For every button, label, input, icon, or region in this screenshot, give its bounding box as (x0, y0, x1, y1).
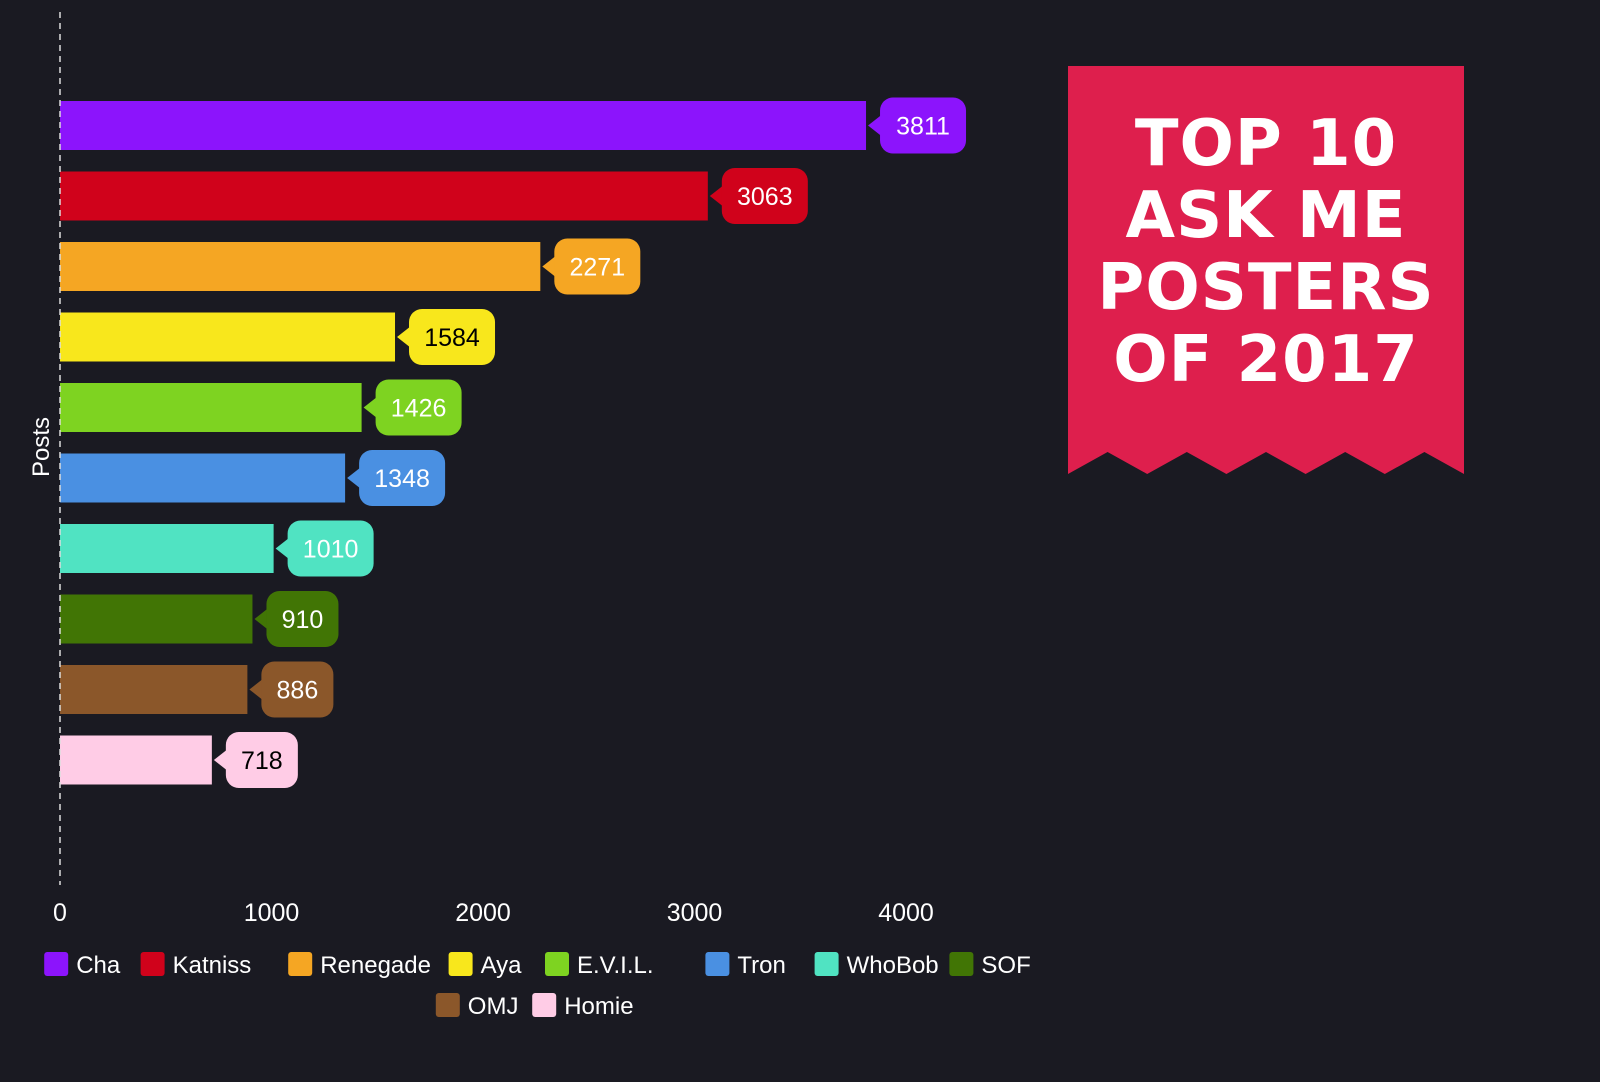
x-tick-label: 3000 (667, 899, 723, 927)
legend-label: SOF (981, 952, 1030, 979)
banner-background (1068, 66, 1464, 474)
legend-label: Tron (737, 952, 785, 979)
bar-evil (60, 383, 362, 432)
legend-label: Homie (564, 993, 633, 1020)
data-label-pointer (868, 114, 883, 137)
legend-item[interactable]: Tron (705, 952, 786, 979)
data-label-bubble (880, 97, 967, 154)
legend-swatch (288, 952, 313, 976)
data-label-pointer (275, 537, 290, 560)
banner-title-line: POSTERS (1097, 251, 1434, 325)
bar-omj (60, 665, 248, 714)
data-label: 1010 (275, 520, 374, 577)
data-label-bubble (409, 309, 496, 365)
banner-title-line: TOP 10 (1135, 107, 1397, 181)
legend-swatch (814, 952, 839, 976)
data-label: 3811 (868, 97, 967, 154)
legend-label: Aya (481, 952, 523, 979)
data-label-text: 3063 (737, 183, 793, 211)
data-label-bubble (225, 732, 298, 788)
x-tick-label: 1000 (244, 899, 300, 927)
data-label-text: 2271 (570, 254, 626, 282)
legend-swatch (949, 952, 974, 976)
legend-swatch (705, 952, 730, 976)
legend-label: OMJ (468, 993, 519, 1020)
data-label: 718 (213, 732, 298, 788)
data-labels-layer: 3811 3063 2271 1584 1426 1348 1010 910 886 718 (213, 97, 967, 788)
data-label-pointer (347, 467, 362, 489)
data-label-bubble (375, 379, 462, 436)
data-label-text: 1348 (374, 465, 430, 493)
legend-item[interactable]: WhoBob (814, 952, 939, 979)
legend-item[interactable]: E.V.I.L. (545, 952, 654, 979)
data-label-pointer (542, 255, 557, 278)
x-axis: 0 1000 2000 3000 4000 Posts (28, 12, 934, 927)
bar-tron (60, 453, 346, 503)
data-label: 886 (249, 661, 334, 718)
data-label-bubble (554, 238, 641, 295)
data-label-text: 1584 (424, 324, 480, 352)
legend-label: E.V.I.L. (577, 952, 654, 979)
legend-label: Renegade (320, 952, 431, 979)
data-label: 1426 (363, 379, 462, 436)
data-label-pointer (213, 749, 228, 771)
data-label: 1584 (397, 309, 496, 365)
x-tick-label: 2000 (455, 899, 511, 927)
data-label: 3063 (709, 168, 808, 224)
legend-item[interactable]: Katniss (140, 952, 252, 979)
bar-cha (60, 101, 867, 150)
data-label-text: 886 (277, 677, 319, 705)
legend-item[interactable]: Aya (448, 952, 523, 979)
banner-title-line: ASK ME (1126, 179, 1407, 253)
legend-label: WhoBob (847, 952, 939, 979)
bars-layer (60, 101, 867, 785)
data-label-pointer (397, 326, 412, 348)
bar-sof (60, 594, 253, 644)
data-label-bubble (266, 591, 339, 647)
bar-whobob (60, 524, 274, 573)
legend-item[interactable]: SOF (949, 952, 1031, 979)
data-label-text: 910 (282, 606, 324, 634)
legend-swatch (448, 952, 473, 976)
legend-swatch (140, 952, 165, 976)
bar-homie (60, 735, 212, 785)
bar-renegade (60, 242, 541, 291)
data-label-bubble (721, 168, 808, 224)
legend-item[interactable]: Cha (44, 952, 121, 979)
data-label-pointer (254, 608, 269, 630)
legend-label: Cha (76, 952, 121, 979)
data-label: 910 (254, 591, 339, 647)
x-tick-label: 4000 (878, 899, 934, 927)
legend-swatch (532, 993, 557, 1017)
data-label-text: 718 (241, 747, 283, 775)
data-label-text: 1426 (391, 395, 447, 423)
x-tick-label: 0 (53, 899, 67, 927)
y-axis-title: Posts (28, 417, 55, 477)
legend-swatch (435, 993, 460, 1017)
data-label-text: 1010 (303, 536, 359, 564)
data-label-bubble (287, 520, 374, 577)
legend-item[interactable]: Renegade (288, 952, 431, 979)
data-label: 1348 (347, 450, 446, 506)
data-label-text: 3811 (896, 113, 950, 141)
banner-title-line: OF 2017 (1113, 323, 1419, 397)
data-label-pointer (249, 678, 264, 701)
legend-swatch (545, 952, 569, 976)
legend-swatch (44, 952, 69, 976)
data-label-pointer (709, 185, 724, 207)
data-label-bubble (359, 450, 446, 506)
legend-label: Katniss (173, 952, 252, 979)
data-label-bubble (261, 661, 334, 718)
data-label-pointer (363, 396, 378, 419)
data-label: 2271 (542, 238, 641, 295)
legend-item[interactable]: OMJ (435, 993, 519, 1020)
bar-katniss (60, 171, 708, 221)
legend: Cha Katniss Renegade Aya E.V.I.L. Tron WhoBob S… (44, 952, 1031, 1020)
bar-aya (60, 312, 396, 362)
legend-item[interactable]: Homie (532, 993, 634, 1020)
